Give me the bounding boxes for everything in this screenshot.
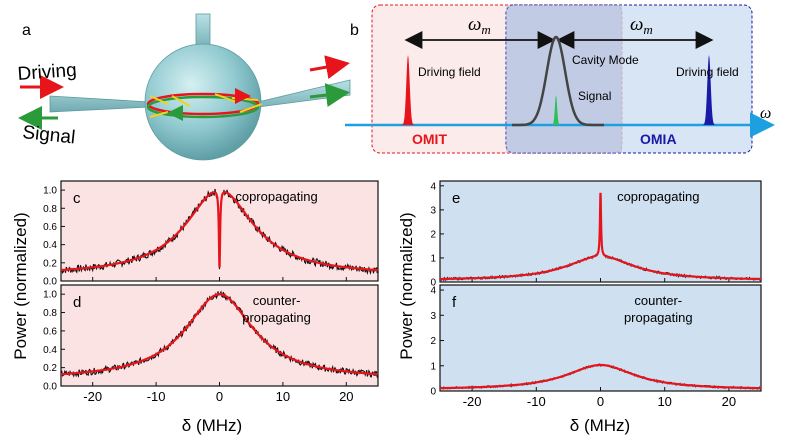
driving-field-left-label: Driving field [418,65,481,79]
y-tick-label: 0.2 [43,363,57,374]
panel-b: b ωm ωm ω Driving field Driving field Ca… [345,4,775,154]
x-tick-label: 0 [216,389,223,404]
x-axis-label-right: δ (MHz) [570,416,630,435]
y-tick-label: 4 [430,181,436,192]
y-tick-label: 0.8 [43,308,57,319]
signal-peak [548,95,564,125]
fit-line [60,293,379,376]
overlap-region [506,5,622,153]
panel-a: a Driving Signal [17,13,351,161]
fit-line [440,363,761,390]
panel-b-label: b [350,22,359,39]
chart-e: 0 1 2 3 4 e copropagating [430,180,762,289]
signal-label: Signal [21,122,76,148]
y-tick-label: 0.6 [43,326,57,337]
y-axis-label-right: Power (normalized) [397,212,416,359]
y-tick-label: 2 [430,336,436,347]
annotation: propagating [624,310,693,325]
y-tick-label: 0.0 [43,382,57,393]
y-tick-label: 1 [430,253,436,264]
panel-label: e [452,190,460,207]
x-tick-label: 0 [597,394,604,409]
omit-label: OMIT [412,131,447,147]
annotation: copropagating [617,189,699,204]
y-tick-label: 0 [430,387,436,398]
omega-axis-label: ω [760,105,771,122]
signal-output-arrow [309,83,350,108]
panel-label: f [452,294,457,311]
y-axis-label-left: Power (normalized) [11,212,30,359]
chart-f: 0 1 2 3 4 -20 -10 0 10 20 f counter-propagating [430,284,762,409]
y-tick-label: 0.0 [43,277,57,288]
y-tick-label: 0.8 [43,204,57,215]
y-tick-label: 1 [430,361,436,372]
cavity-mode-label: Cavity Mode [572,53,639,67]
x-tick-label: 10 [276,389,290,404]
x-tick-label: -20 [83,389,102,404]
y-tick-label: 0.6 [43,222,57,233]
panel-label: c [73,190,81,207]
x-tick-label: -10 [147,389,166,404]
panel-a-label: a [22,22,31,39]
x-tick-label: 20 [339,389,353,404]
y-tick-label: 0.4 [43,240,57,251]
omega-m-left: ωm [468,14,491,37]
fit-line [60,191,379,272]
x-tick-label: 20 [722,394,736,409]
annotation: copropagating [235,189,317,204]
driving-output-arrow [309,55,350,79]
y-tick-label: 4 [430,286,436,297]
x-tick-label: -10 [527,394,546,409]
panel-label: d [73,294,81,311]
annotation: propagating [242,310,311,325]
y-tick-label: 0 [430,278,436,289]
y-tick-label: 0.2 [43,258,57,269]
y-tick-label: 3 [430,311,436,322]
cavity-mode-curve [512,35,604,127]
microsphere [144,43,262,161]
y-tick-label: 3 [430,205,436,216]
driving-field-right-label: Driving field [676,65,739,79]
annotation: counter- [253,293,301,308]
y-tick-label: 1.0 [43,186,57,197]
cavity-mode-ring-red [146,92,260,116]
omia-label: OMIA [640,131,677,147]
chart-d: 0.0 0.2 0.4 0.6 0.8 1.0 -20 -10 0 10 20 d counter-pr… [43,284,379,404]
signal-label-b: Signal [578,89,611,103]
annotation: counter- [634,293,682,308]
x-axis-label-left: δ (MHz) [182,416,242,435]
driving-field-peak-left [398,55,418,125]
x-tick-label: 10 [657,394,671,409]
fit-line [440,192,761,281]
driving-label: Driving [17,60,77,85]
plot-area [439,284,762,392]
measured-data-line [60,188,379,276]
y-tick-label: 2 [430,229,436,240]
omega-m-right: ωm [630,14,653,37]
x-tick-label: -20 [463,394,482,409]
y-tick-label: 1.0 [43,290,57,301]
cavity-mode-ring-green [146,95,260,119]
chart-c: 0.0 0.2 0.4 0.6 0.8 1.0 c copropagating [43,180,379,288]
y-tick-label: 0.4 [43,345,57,356]
driving-field-peak-right [699,55,719,125]
